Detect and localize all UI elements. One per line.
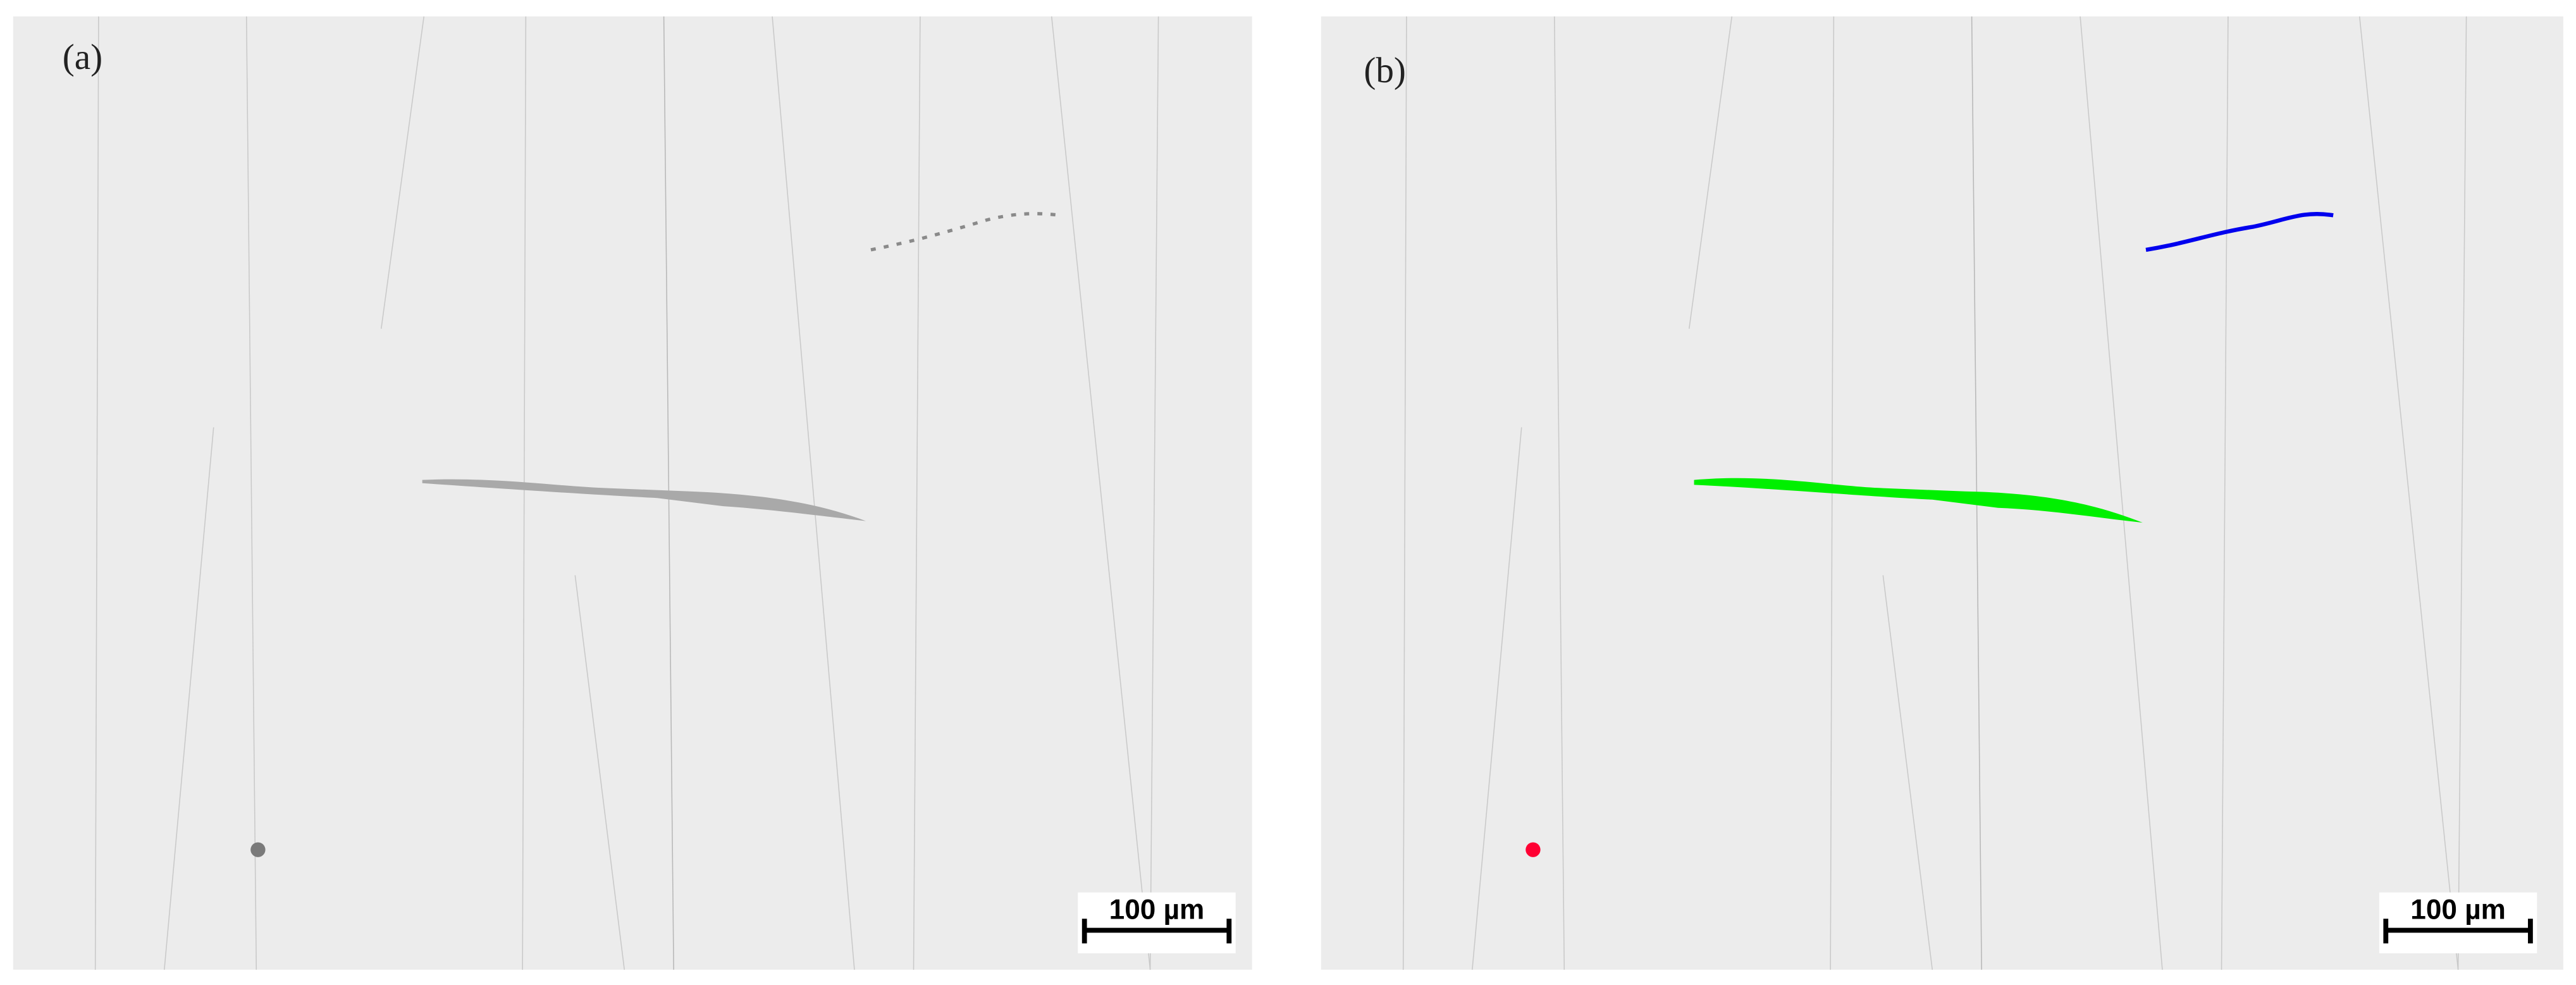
panel-a: (a) 100 µm [13,16,1252,970]
panel-label: (a) [63,37,102,77]
scale-bar [1082,919,1232,944]
scale-bar-label: 100 µm [2410,894,2506,925]
pore-segmented [1525,842,1541,857]
scale-bar-box [2379,892,2537,953]
panel-b: (b) 100 µm [1321,16,2563,970]
pore [250,842,266,857]
scale-bar [2383,919,2533,944]
scale-bar-box [1078,892,1236,953]
scale-bar-label: 100 µm [1109,894,1205,925]
crack [422,479,866,521]
panel-label: (b) [1364,51,1406,90]
crack-segmented [1694,478,2143,523]
pores-segmented [2145,212,2334,252]
